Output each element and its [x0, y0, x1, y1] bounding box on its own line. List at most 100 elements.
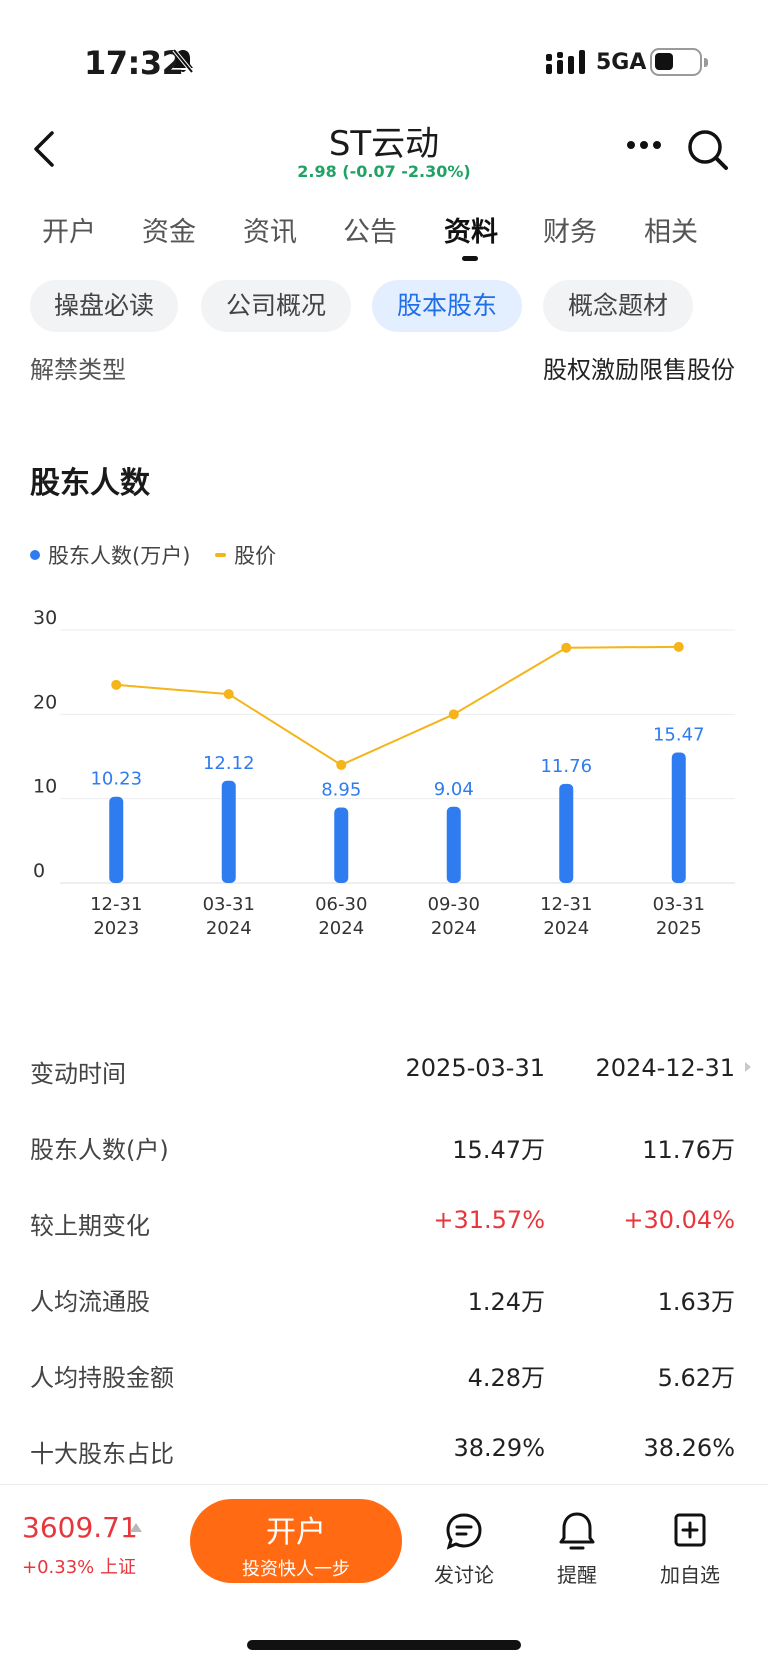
price-point [223, 689, 234, 700]
x-tick-label: 2024 [431, 918, 477, 939]
bar-data-label: 10.23 [90, 769, 142, 790]
y-tick-label: 20 [33, 691, 57, 713]
bar [334, 807, 349, 883]
index-change-pct: +0.33% [22, 1557, 95, 1578]
index-change[interactable]: +0.33% 上证 [22, 1553, 136, 1579]
price-point [561, 642, 572, 653]
legend-line-label: 股价 [234, 544, 277, 568]
tab-profile[interactable]: 资料 [444, 217, 498, 248]
table-row: 人均持股金额 4.28万 5.62万 [30, 1344, 735, 1420]
x-tick-label: 06-30 [315, 894, 367, 915]
open-account-label: 开户 [266, 1515, 326, 1550]
bottom-bar: 3609.71 +0.33% 上证 开户 投资快人一步 发讨论 提醒 加自选 [0, 1484, 768, 1670]
subtab-shareholders[interactable]: 股本股东 [372, 280, 522, 332]
tab-finance[interactable]: 财务 [543, 217, 597, 248]
alert-label: 提醒 [557, 1563, 597, 1587]
x-tick-label: 12-31 [90, 894, 142, 915]
row-label: 人均持股金额 [30, 1364, 174, 1392]
x-tick-label: 03-31 [203, 894, 255, 915]
bar-data-label: 15.47 [653, 725, 705, 746]
bar [221, 780, 236, 883]
price-point [111, 679, 122, 690]
row-col2: 5.62万 [657, 1364, 735, 1392]
table-header-col1: 2025-03-31 [405, 1054, 545, 1082]
row-col1: +31.57% [433, 1206, 545, 1234]
row-label: 股东人数(户) [30, 1136, 169, 1164]
search-icon[interactable] [686, 128, 730, 172]
add-watchlist-button[interactable]: 加自选 [640, 1509, 740, 1588]
signal-icon [546, 50, 585, 74]
index-name: 上证 [100, 1557, 136, 1578]
row-label: 较上期变化 [30, 1212, 150, 1240]
index-value[interactable]: 3609.71 [22, 1511, 138, 1544]
row-col2: 1.63万 [657, 1288, 735, 1316]
status-time: 17:32 [84, 44, 184, 82]
x-tick-label: 2024 [206, 918, 252, 939]
bar [446, 806, 461, 883]
open-account-button[interactable]: 开户 投资快人一步 [190, 1499, 402, 1583]
subtab-company-overview[interactable]: 公司概况 [201, 280, 351, 332]
back-arrow-icon[interactable] [32, 130, 56, 168]
unlock-type-row: 解禁类型 股权激励限售股份 [30, 350, 735, 390]
x-tick-label: 09-30 [428, 894, 480, 915]
row-col2: +30.04% [623, 1206, 735, 1234]
sub-tabs: 操盘必读 公司概况 股本股东 概念题材 [30, 280, 750, 334]
more-icon[interactable] [626, 140, 662, 150]
tab-open-account[interactable]: 开户 [42, 217, 96, 248]
chart-legend: 股东人数(万户) 股价 [30, 540, 276, 570]
alert-button[interactable]: 提醒 [527, 1509, 627, 1588]
table-row: 人均流通股 1.24万 1.63万 [30, 1268, 735, 1344]
stock-quote: 2.98 (-0.07 -2.30%) [297, 162, 471, 181]
mute-bell-icon [172, 48, 194, 74]
row-label: 十大股东占比 [30, 1440, 174, 1468]
row-col1: 15.47万 [452, 1136, 545, 1164]
y-tick-label: 0 [33, 860, 45, 882]
subtab-concepts[interactable]: 概念题材 [543, 280, 693, 332]
chat-icon [446, 1513, 482, 1550]
x-tick-label: 03-31 [653, 894, 705, 915]
price-point [448, 709, 459, 720]
stock-name: ST云动 [328, 124, 440, 164]
main-tabs: 开户 资金 资讯 公告 资料 财务 相关 [0, 210, 768, 266]
unlock-type-label: 解禁类型 [30, 356, 126, 384]
bar-data-label: 12.12 [203, 753, 255, 774]
row-col1: 38.29% [453, 1434, 545, 1462]
home-indicator[interactable] [247, 1640, 521, 1650]
subtab-trading-guide[interactable]: 操盘必读 [30, 280, 178, 332]
legend-bar-marker [30, 550, 40, 560]
legend-line-marker [215, 553, 227, 557]
scroll-right-icon[interactable] [745, 1062, 751, 1072]
bell-icon [559, 1512, 595, 1550]
table-row: 十大股东占比 38.29% 38.26% [30, 1420, 735, 1496]
x-tick-label: 12-31 [540, 894, 592, 915]
bar-data-label: 8.95 [321, 780, 361, 801]
add-watchlist-icon [674, 1513, 706, 1547]
battery-icon [650, 48, 708, 76]
tab-related[interactable]: 相关 [644, 217, 698, 248]
tab-announcements[interactable]: 公告 [343, 217, 397, 248]
tab-funds[interactable]: 资金 [142, 217, 196, 248]
table-row: 股东人数(户) 15.47万 11.76万 [30, 1116, 735, 1192]
add-watchlist-label: 加自选 [660, 1563, 720, 1587]
table-header-label: 变动时间 [30, 1060, 126, 1088]
legend-bar-label: 股东人数(万户) [48, 544, 191, 568]
price-point [673, 641, 684, 652]
row-col1: 1.24万 [467, 1288, 545, 1316]
bar-data-label: 11.76 [540, 756, 592, 777]
tab-news[interactable]: 资讯 [243, 217, 297, 248]
network-type: 5GA [596, 50, 647, 75]
bar-data-label: 9.04 [434, 779, 474, 800]
bar [559, 783, 574, 883]
bar [671, 752, 686, 883]
price-point [336, 759, 347, 770]
y-tick-label: 10 [33, 776, 57, 798]
discuss-button[interactable]: 发讨论 [414, 1509, 514, 1588]
table-header-col2: 2024-12-31 [595, 1054, 735, 1082]
row-col2: 11.76万 [642, 1136, 735, 1164]
active-tab-indicator [462, 256, 478, 261]
table-header-row: 变动时间 2025-03-31 2024-12-31 [30, 1040, 751, 1116]
shareholder-chart: 0 10 20 30 10.23 12.12 8.95 9.04 11.76 15.47 12-31… [33, 607, 735, 939]
x-tick-label: 2023 [93, 918, 139, 939]
bar [109, 796, 124, 883]
x-tick-label: 2024 [543, 918, 589, 939]
